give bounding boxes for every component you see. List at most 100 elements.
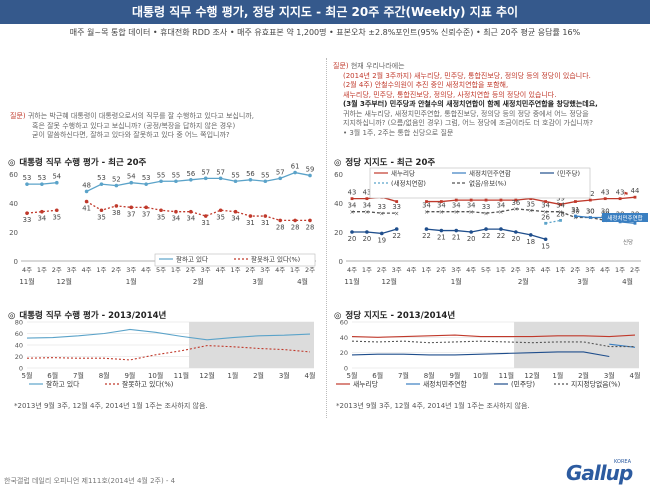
data-point-x: × bbox=[484, 210, 489, 217]
data-label: 30 bbox=[586, 208, 595, 216]
data-point bbox=[454, 228, 459, 233]
legend-label: 잘하고 있다 bbox=[46, 380, 80, 389]
x-tick-label: 4월 bbox=[305, 371, 316, 380]
data-label: 20 bbox=[512, 235, 521, 243]
right-question-line: 새누리당, 민주당, 통합진보당, 정의당, 사정치연합 등의 정당이 있습니다… bbox=[343, 90, 557, 99]
right-top-marker: ◎ bbox=[334, 158, 342, 168]
right-question-line: (2월 4주) 안철수의원이 추진 중인 새정치연합을 포함해, bbox=[343, 81, 509, 89]
x-tick-label: 1주 bbox=[230, 266, 240, 274]
y-tick-label: 0 bbox=[339, 258, 343, 266]
data-label: 34 bbox=[231, 215, 240, 223]
data-point-x: × bbox=[573, 215, 578, 222]
data-point bbox=[278, 176, 283, 181]
data-point bbox=[218, 208, 223, 213]
chart-party-20wk: 0 20 40 60 4주 1주 2주 3주 4주 1주 2주 3주 4주 5주 1주 2주 3주 4주 1주 2주 3… bbox=[334, 167, 648, 286]
legend-label: 새누리당 bbox=[353, 380, 378, 389]
data-point bbox=[424, 227, 429, 231]
x-tick-label: 7월 bbox=[73, 371, 84, 380]
data-label: 36 bbox=[512, 199, 521, 207]
data-label: 34 bbox=[556, 202, 565, 210]
data-point bbox=[395, 200, 399, 203]
legend-label: 새정치민주연합 bbox=[469, 169, 511, 178]
page-header: 대통령 직무 수행 평가, 정당 지지도 - 최근 20주 주간(Weekly)… bbox=[0, 0, 650, 24]
y-tick-label: 40 bbox=[15, 342, 23, 350]
data-point bbox=[439, 200, 443, 203]
data-label: 59 bbox=[306, 165, 315, 173]
data-label: 34 bbox=[172, 215, 181, 223]
left-top-title-text: 대통령 직무 수행 평가 - 최근 20주 bbox=[19, 158, 147, 168]
data-point bbox=[499, 198, 503, 202]
x-tick-label: 7월 bbox=[398, 371, 409, 380]
survey-subtitle: 매주 월~목 통합 데이터 • 휴대전화 RDD 조사 • 매주 유효표본 약 … bbox=[69, 28, 581, 37]
series-line-1 bbox=[352, 211, 397, 214]
series-line-2 bbox=[351, 351, 610, 358]
series-line-3 bbox=[545, 219, 561, 224]
data-point bbox=[514, 198, 518, 202]
data-label: 34 bbox=[187, 215, 196, 223]
data-label: 34 bbox=[38, 215, 47, 223]
right-question-line: (3월 3주부터) 민주당과 안철수의 새정치연합이 함께 새정치민주연합을 창… bbox=[343, 100, 598, 108]
x-tick-label: 4월 bbox=[630, 371, 641, 380]
data-label: 35 bbox=[52, 213, 61, 221]
data-point bbox=[544, 221, 548, 225]
data-label: 35 bbox=[216, 213, 225, 221]
right-question-line: • 3월 1주, 2주는 통합 신당으로 질문 bbox=[343, 128, 454, 137]
legend-label: 없음/유보(%) bbox=[469, 180, 506, 188]
y-tick-label: 60 bbox=[9, 171, 18, 179]
y-tick-label: 0 bbox=[344, 365, 348, 373]
data-label: 34 bbox=[541, 202, 550, 210]
data-label: 56 bbox=[187, 170, 196, 178]
data-point bbox=[574, 214, 577, 218]
data-label: 21 bbox=[452, 234, 461, 242]
x-tick-label: 1월 bbox=[227, 371, 238, 380]
data-point bbox=[350, 197, 354, 201]
series-line-3 bbox=[351, 340, 635, 348]
data-point bbox=[365, 230, 369, 234]
data-label: 34 bbox=[497, 202, 506, 210]
data-point bbox=[159, 179, 163, 184]
left-bottom-marker: ◎ bbox=[8, 311, 16, 321]
data-point bbox=[203, 176, 208, 181]
data-point bbox=[248, 178, 253, 182]
data-label: 43 bbox=[601, 189, 610, 197]
data-point-x: × bbox=[543, 209, 548, 216]
data-point bbox=[588, 216, 592, 219]
x-tick-label: 3주 bbox=[585, 266, 595, 274]
data-label: 55 bbox=[231, 171, 240, 179]
data-point bbox=[439, 228, 444, 233]
data-point bbox=[114, 204, 119, 208]
y-tick-label: 40 bbox=[334, 200, 343, 208]
data-point bbox=[54, 208, 59, 213]
data-point bbox=[99, 208, 104, 213]
data-point-x: × bbox=[454, 209, 459, 216]
x-tick-label: 2주 bbox=[111, 266, 121, 274]
data-point bbox=[25, 211, 29, 215]
x-tick-label: 9월 bbox=[124, 371, 135, 380]
x-tick-label: 1주 bbox=[421, 266, 431, 274]
data-point bbox=[263, 214, 268, 218]
data-label: 55 bbox=[172, 171, 181, 179]
data-label: 42 bbox=[586, 190, 595, 198]
period-label: 1월 bbox=[126, 277, 137, 286]
x-tick-label: 2주 bbox=[305, 266, 315, 274]
data-label: 30 bbox=[601, 208, 610, 216]
data-point bbox=[84, 199, 89, 204]
data-point bbox=[99, 182, 104, 186]
data-label: 28 bbox=[291, 223, 300, 231]
data-label: 33 bbox=[482, 203, 491, 211]
right-question-line: 현재 우리나라에는 bbox=[350, 62, 405, 70]
data-label: 22 bbox=[482, 232, 491, 240]
data-label: 43 bbox=[348, 189, 357, 197]
data-label: 34 bbox=[467, 202, 476, 210]
data-point bbox=[189, 178, 193, 182]
y-tick-label: 0 bbox=[19, 365, 23, 373]
x-tick-label: 10월 bbox=[473, 371, 488, 380]
left-question-line: 귀하는 박근혜 대통령이 대통령으로서의 직무를 잘 수행하고 있다고 보십니까… bbox=[27, 112, 254, 120]
data-label: 28 bbox=[276, 223, 285, 231]
x-tick-label: 6월 bbox=[47, 371, 58, 380]
series-line-1 bbox=[26, 345, 311, 361]
left-top-marker: ◎ bbox=[8, 158, 16, 168]
data-label: 35 bbox=[157, 213, 166, 221]
period-label: 2월 bbox=[518, 277, 529, 286]
